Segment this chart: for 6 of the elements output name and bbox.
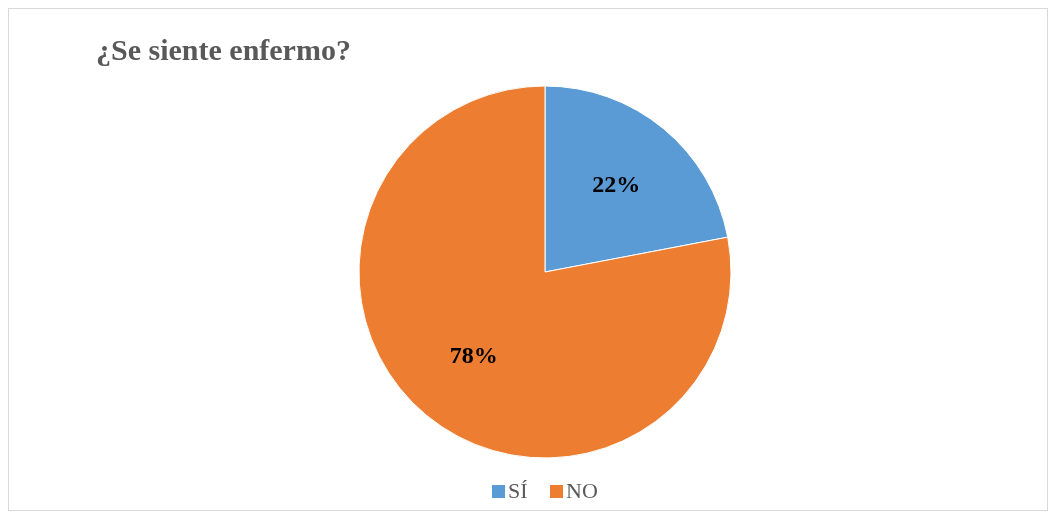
legend-label: SÍ <box>508 478 528 503</box>
chart-title: ¿Se siente enfermo? <box>96 33 351 66</box>
data-label: 22% <box>592 170 641 197</box>
legend-label: NO <box>566 478 598 503</box>
data-label: 78% <box>449 342 498 369</box>
pie-slice <box>358 85 732 459</box>
